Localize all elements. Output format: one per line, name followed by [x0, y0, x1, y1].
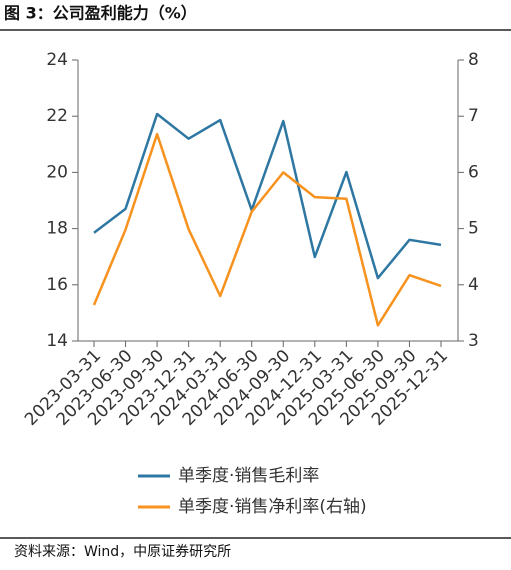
legend-label: 单季度·销售净利率(右轴) — [178, 497, 367, 517]
y2-tick-label: 7 — [468, 106, 479, 126]
y-tick-label: 14 — [46, 331, 68, 351]
series-line — [92, 132, 442, 327]
y-tick-label: 18 — [46, 219, 68, 239]
legend-label: 单季度·销售毛利率 — [178, 466, 319, 486]
y2-tick-label: 5 — [468, 219, 479, 239]
y2-tick-label: 6 — [468, 162, 479, 182]
y-tick-label: 22 — [46, 106, 68, 126]
y2-tick-label: 8 — [468, 50, 479, 70]
y-tick-label: 20 — [46, 162, 68, 182]
source: 资料来源：Wind，中原证券研究所 — [14, 544, 231, 560]
y-tick-label: 24 — [46, 50, 68, 70]
y2-tick-label: 4 — [468, 275, 479, 295]
chart-title: 图 3：公司盈利能力（%） — [4, 4, 197, 23]
y-tick-label: 16 — [46, 275, 68, 295]
y2-tick-label: 3 — [468, 331, 479, 351]
series-line — [93, 112, 442, 280]
